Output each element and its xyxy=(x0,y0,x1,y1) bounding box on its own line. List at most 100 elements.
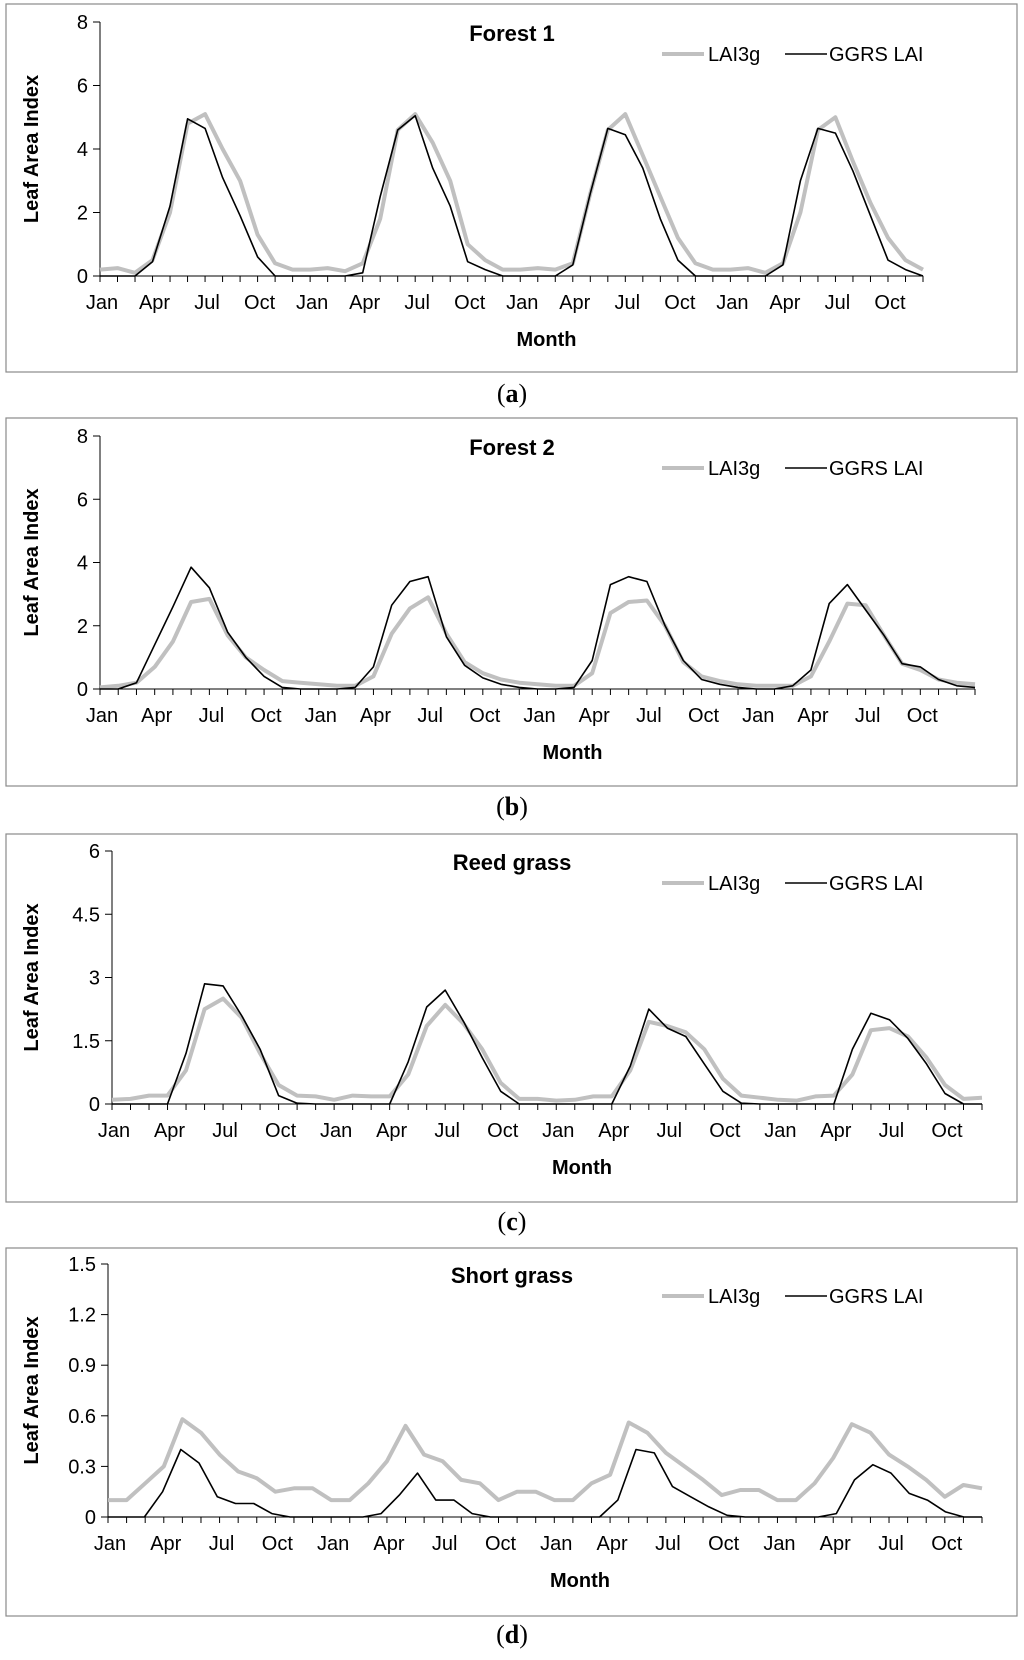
panel-caption: (b) xyxy=(496,792,528,821)
y-tick-label: 8 xyxy=(77,12,88,34)
x-tick-label: Jul xyxy=(212,1120,238,1142)
y-tick-label: 1.5 xyxy=(68,1254,96,1276)
y-tick-label: 0 xyxy=(77,266,88,288)
y-tick-label: 1.5 xyxy=(72,1031,100,1053)
x-tick-label: Jul xyxy=(878,1533,904,1555)
x-tick-label: Apr xyxy=(349,292,380,314)
x-tick-label: Oct xyxy=(874,292,906,314)
series-line-ggrs-lai xyxy=(100,114,924,277)
x-tick-label: Oct xyxy=(931,1533,963,1555)
panel-border xyxy=(5,833,1018,1203)
x-tick-label: Jan xyxy=(742,705,774,727)
chart-title: Short grass xyxy=(451,1263,573,1288)
x-tick-label: Oct xyxy=(262,1533,294,1555)
series-line-lai3g xyxy=(99,112,924,275)
x-axis-title: Month xyxy=(517,329,577,351)
y-tick-label: 2 xyxy=(77,203,88,225)
x-tick-label: Oct xyxy=(931,1120,963,1142)
y-tick-label: 6 xyxy=(77,76,88,98)
x-tick-label: Oct xyxy=(487,1120,519,1142)
x-tick-label: Jan xyxy=(86,292,118,314)
legend-label-ggrs-lai: GGRS LAI xyxy=(829,1286,923,1308)
x-tick-label: Oct xyxy=(469,705,501,727)
legend-label-ggrs-lai: GGRS LAI xyxy=(829,44,923,66)
y-tick-label: 6 xyxy=(77,489,88,511)
x-tick-label: Apr xyxy=(797,705,828,727)
x-tick-label: Oct xyxy=(454,292,486,314)
x-tick-label: Jan xyxy=(94,1533,126,1555)
x-tick-label: Apr xyxy=(769,292,800,314)
y-tick-label: 0.3 xyxy=(68,1456,96,1478)
x-tick-label: Jul xyxy=(209,1533,235,1555)
legend-label-ggrs-lai: GGRS LAI xyxy=(829,873,923,895)
x-tick-label: Oct xyxy=(265,1120,297,1142)
x-tick-label: Apr xyxy=(597,1533,628,1555)
x-tick-label: Apr xyxy=(139,292,170,314)
x-tick-label: Oct xyxy=(708,1533,740,1555)
x-tick-label: Jan xyxy=(542,1120,574,1142)
x-axis-title: Month xyxy=(543,742,603,764)
y-axis-title: Leaf Area Index xyxy=(21,903,43,1051)
x-tick-label: Oct xyxy=(709,1120,741,1142)
series-line-lai3g xyxy=(111,996,983,1103)
x-tick-label: Apr xyxy=(820,1533,851,1555)
x-tick-label: Jan xyxy=(716,292,748,314)
legend-label-lai3g: LAI3g xyxy=(708,873,760,895)
x-tick-label: Oct xyxy=(664,292,696,314)
y-tick-label: 0.9 xyxy=(68,1355,96,1377)
y-tick-label: 8 xyxy=(77,426,88,448)
y-tick-label: 0 xyxy=(89,1094,100,1116)
y-tick-label: 4 xyxy=(77,553,88,575)
panel-caption: (d) xyxy=(496,1620,528,1649)
x-tick-label: Jul xyxy=(194,292,220,314)
x-tick-label: Jan xyxy=(296,292,328,314)
legend-label-lai3g: LAI3g xyxy=(708,1286,760,1308)
chart-panel-d: 0 0.3 0.6 0.9 1.2 1.5 Jan Apr Jul Oct Jan Apr Jul Oct… xyxy=(5,1247,1018,1649)
y-tick-label: 0.6 xyxy=(68,1406,96,1428)
x-tick-label: Oct xyxy=(244,292,276,314)
x-tick-label: Jul xyxy=(636,705,662,727)
y-tick-label: 0 xyxy=(77,679,88,701)
panel-caption: (a) xyxy=(497,379,527,408)
legend-label-lai3g: LAI3g xyxy=(708,458,760,480)
x-tick-label: Apr xyxy=(141,705,172,727)
y-tick-label: 1.2 xyxy=(68,1305,96,1327)
x-tick-label: Oct xyxy=(251,705,283,727)
x-tick-label: Jan xyxy=(98,1120,130,1142)
x-tick-label: Jul xyxy=(855,705,881,727)
y-tick-label: 0 xyxy=(85,1507,96,1529)
x-tick-label: Apr xyxy=(376,1120,407,1142)
x-tick-label: Jan xyxy=(305,705,337,727)
y-axis-title: Leaf Area Index xyxy=(21,75,43,223)
y-tick-label: 4 xyxy=(77,139,88,161)
y-axis-title: Leaf Area Index xyxy=(21,488,43,636)
x-tick-label: Apr xyxy=(360,705,391,727)
chart-title: Forest 1 xyxy=(469,21,555,46)
legend-label-ggrs-lai: GGRS LAI xyxy=(829,458,923,480)
x-tick-label: Apr xyxy=(598,1120,629,1142)
x-tick-label: Apr xyxy=(559,292,590,314)
series-line-ggrs-lai xyxy=(100,566,976,690)
x-tick-label: Jul xyxy=(432,1533,458,1555)
y-tick-label: 2 xyxy=(77,616,88,638)
x-tick-label: Apr xyxy=(820,1120,851,1142)
y-axis-title: Leaf Area Index xyxy=(21,1316,43,1464)
x-tick-label: Apr xyxy=(154,1120,185,1142)
x-tick-label: Apr xyxy=(150,1533,181,1555)
x-tick-label: Jul xyxy=(615,292,641,314)
chart-panel-a: 0 2 4 6 8 Jan Apr Jul Oct Jan Apr Jul Oct Jan Apr Jul Oc… xyxy=(5,3,1018,408)
x-tick-label: Jan xyxy=(317,1533,349,1555)
x-tick-label: Jul xyxy=(417,705,443,727)
x-tick-label: Jul xyxy=(199,705,225,727)
y-tick-label: 4.5 xyxy=(72,904,100,926)
x-axis-title: Month xyxy=(552,1157,612,1179)
x-tick-label: Jul xyxy=(404,292,430,314)
series-line-ggrs-lai xyxy=(108,1448,982,1518)
chart-panel-c: 0 1.5 3 4.5 6 Jan Apr Jul Oct Jan Apr Jul Oct Jan Apr J… xyxy=(5,833,1018,1236)
x-tick-label: Jul xyxy=(879,1120,905,1142)
x-axis-title: Month xyxy=(550,1570,610,1592)
x-tick-label: Jan xyxy=(506,292,538,314)
series-line-lai3g xyxy=(108,1417,983,1503)
x-tick-label: Oct xyxy=(688,705,720,727)
